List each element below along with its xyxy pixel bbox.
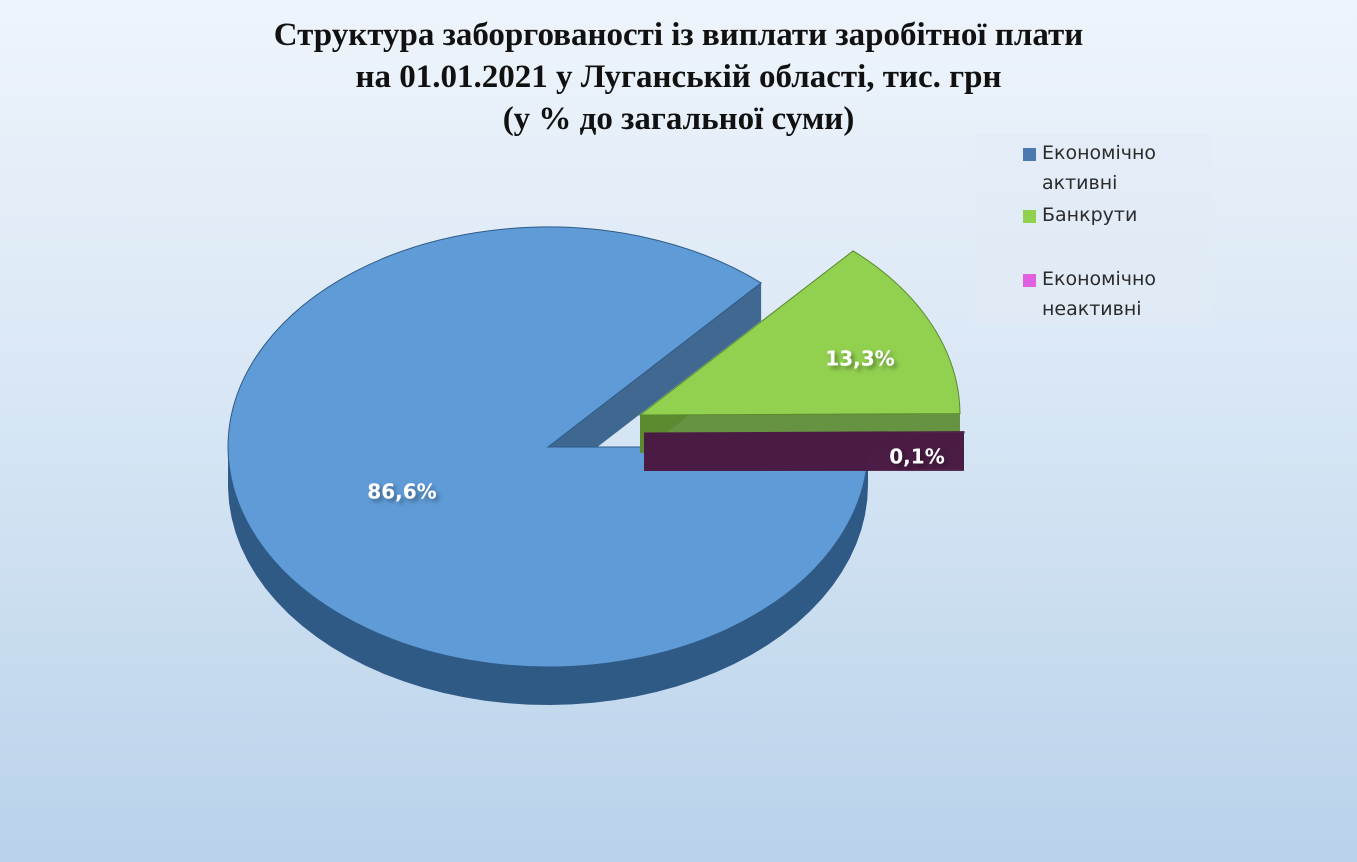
chart-title: Структура заборгованості із виплати заро…	[0, 14, 1357, 140]
legend-label-active: Економічно активні	[1042, 138, 1202, 198]
slice-economically-inactive-wall-1	[644, 431, 964, 471]
slice-economically-active-side	[228, 447, 868, 705]
slice-bankrupt-top	[638, 250, 961, 416]
chart-title-line-2: на 01.01.2021 у Луганській області, тис.…	[355, 59, 1002, 95]
data-label-inactive: 0,1%	[889, 445, 944, 469]
chart-title-line-3: (у % до загальної суми)	[502, 101, 855, 137]
slice-economically-active-wall-0	[548, 282, 762, 485]
legend-label-bankrupt: Банкрути	[1042, 200, 1202, 230]
legend-swatch-active	[1023, 148, 1036, 161]
legend-label-active-line-1: Економічно	[1042, 142, 1157, 164]
pie-slices	[227, 226, 965, 705]
legend-swatch-bankrupt	[1023, 210, 1036, 223]
slice-economically-inactive	[643, 431, 965, 471]
legend-label-inactive: Економічно неактивні	[1042, 264, 1202, 324]
chart-title-line-1: Структура заборгованості із виплати заро…	[273, 17, 1084, 53]
data-label-active: 86,6%	[367, 480, 436, 504]
legend-swatch-inactive	[1023, 274, 1036, 287]
data-label-bankrupt: 13,3%	[825, 347, 894, 371]
legend-label-active-line-2: активні	[1042, 172, 1118, 194]
slice-economically-active	[227, 226, 869, 705]
legend-label-inactive-line-2: неактивні	[1042, 298, 1142, 320]
legend: Економічно активні Банкрути Економічно н…	[975, 134, 1211, 325]
slice-economically-inactive-top	[643, 431, 965, 434]
legend-label-inactive-line-1: Економічно	[1042, 268, 1157, 290]
slice-economically-active-top	[227, 226, 869, 668]
legend-label-bankrupt-line-1: Банкрути	[1042, 204, 1138, 226]
